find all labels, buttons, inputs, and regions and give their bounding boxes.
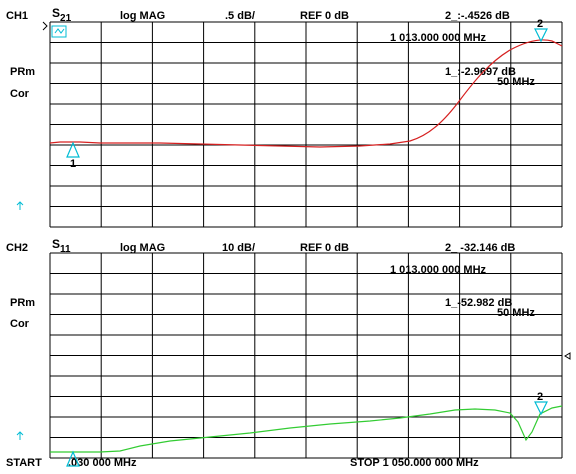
ch2-grid — [49, 252, 563, 459]
ch2-format: log MAG — [120, 242, 166, 254]
ch1-prm-label: PRm — [10, 66, 36, 78]
ch2-channel-label: CH2 — [6, 242, 29, 254]
ch1-format: log MAG — [120, 10, 166, 22]
ch1-param-label: S21 — [52, 6, 72, 24]
start-label: START — [6, 457, 42, 469]
ch1-scale: .5 dB/ — [225, 10, 255, 22]
ch2-prm-label: PRm — [10, 297, 36, 309]
ch1-marker1-freq: 50 MHz — [497, 76, 535, 88]
ch2-marker1-triangle — [66, 450, 80, 467]
ch2-marker1-freq: 50 MHz — [497, 307, 535, 319]
start-value: .030 000 MHz — [68, 457, 137, 469]
ch1-marker1-label: 1 — [70, 158, 77, 170]
ch1-channel-label: CH1 — [6, 10, 29, 22]
ch2-trace — [50, 405, 563, 453]
ch1-param-sub: 21 — [60, 13, 72, 24]
ch1-trace — [49, 39, 563, 148]
ch1-marker-readout: 2_:-.4526 dB — [445, 10, 510, 22]
ch1-marker1-triangle — [66, 141, 80, 158]
ch1-left-ref-marker — [42, 21, 48, 31]
ch2-ref: REF 0 dB — [300, 242, 349, 254]
ch2-marker-readout: 2_ -32.146 dB — [445, 242, 516, 254]
ch1-ref: REF 0 dB — [300, 10, 349, 22]
reference-arrow-icon-ch2 — [16, 431, 24, 440]
ch2-scale: 10 dB/ — [222, 242, 256, 254]
ch1-marker2-triangle — [534, 28, 548, 43]
ch2-marker2-triangle — [534, 401, 548, 416]
ch1-param-main: S — [52, 6, 61, 20]
ch2-marker1-readout: 1_-52.982 dB — [445, 297, 513, 309]
ch1-grid — [49, 21, 563, 228]
cal-status-icon — [51, 25, 67, 38]
ch1-cor-label: Cor — [10, 88, 29, 100]
stop-value: STOP 1 050.000 000 MHz — [350, 457, 479, 469]
ch2-param-label: S11 — [52, 237, 71, 255]
ch2-cor-label: Cor — [10, 318, 29, 330]
ch2-right-ref-marker — [564, 352, 571, 360]
ch1-marker-freq: 1 013.000 000 MHz — [390, 32, 487, 44]
ch2-param-sub: 11 — [60, 244, 71, 255]
ch1-marker2-label: 2 — [537, 18, 544, 30]
ch1-marker1-readout: 1_:-2.9697 dB — [445, 66, 516, 78]
reference-arrow-icon — [16, 201, 24, 210]
ch2-param-main: S — [52, 237, 61, 251]
